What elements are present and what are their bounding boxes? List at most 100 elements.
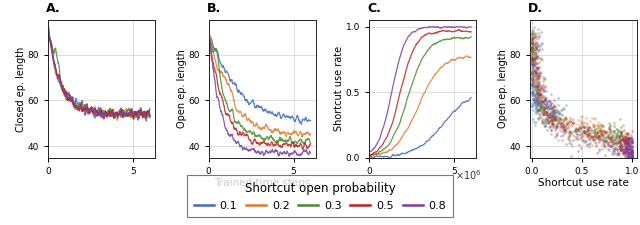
Point <box>605 145 616 149</box>
Point <box>593 137 603 141</box>
Point <box>533 90 543 94</box>
Point <box>561 131 572 134</box>
Point <box>623 141 633 144</box>
Point <box>621 151 632 155</box>
Point <box>622 139 632 142</box>
Point <box>530 97 540 101</box>
Point <box>615 140 625 144</box>
Point <box>595 135 605 139</box>
Point <box>596 138 607 142</box>
Point <box>577 139 587 142</box>
Point <box>538 112 548 116</box>
Point <box>588 135 598 139</box>
Point <box>540 124 550 128</box>
Point <box>623 147 634 151</box>
Point <box>601 139 611 143</box>
Point <box>596 132 606 136</box>
Point <box>568 117 579 121</box>
Point <box>546 106 556 109</box>
Point <box>591 142 602 146</box>
Point <box>527 51 537 54</box>
Point <box>627 156 637 160</box>
Point <box>543 104 554 108</box>
Point <box>578 120 588 123</box>
Point <box>600 140 611 143</box>
Point <box>552 119 562 122</box>
Point <box>618 159 628 162</box>
Point <box>585 136 595 140</box>
Point <box>529 74 539 77</box>
Point <box>544 115 554 119</box>
Point <box>535 104 545 108</box>
Point <box>531 84 541 88</box>
Point <box>583 134 593 137</box>
Point <box>591 136 602 139</box>
Point <box>529 44 539 47</box>
Point <box>550 115 560 119</box>
Point <box>540 106 550 109</box>
Point <box>529 59 540 63</box>
Point <box>533 27 543 30</box>
Point <box>602 134 612 137</box>
Point <box>531 108 541 112</box>
Point <box>627 154 637 158</box>
Point <box>533 91 543 95</box>
Point <box>590 134 600 138</box>
Point <box>586 136 596 140</box>
Point <box>527 90 537 94</box>
Point <box>611 137 621 141</box>
Point <box>621 146 632 150</box>
Point <box>592 136 602 139</box>
Point <box>527 46 537 50</box>
Point <box>627 155 637 159</box>
Point <box>563 137 573 140</box>
Point <box>557 113 567 117</box>
Point <box>618 134 628 138</box>
Point <box>538 83 548 87</box>
Point <box>593 129 603 133</box>
Point <box>536 86 547 90</box>
Point <box>602 138 612 142</box>
Text: B.: B. <box>207 2 221 15</box>
Point <box>623 147 633 151</box>
Point <box>542 113 552 116</box>
Point <box>545 108 555 111</box>
Point <box>604 128 614 131</box>
Point <box>536 110 546 114</box>
Point <box>622 160 632 164</box>
Point <box>602 135 612 139</box>
Point <box>533 65 543 69</box>
Point <box>528 97 538 100</box>
Point <box>609 124 620 128</box>
Point <box>550 114 560 117</box>
Point <box>529 84 540 87</box>
Point <box>573 127 584 130</box>
Point <box>531 42 541 45</box>
Point <box>604 135 614 139</box>
Point <box>527 82 537 86</box>
Point <box>605 131 615 134</box>
Point <box>625 143 635 146</box>
Point <box>614 134 625 137</box>
Point <box>531 88 541 92</box>
Point <box>608 135 618 138</box>
Point <box>527 51 537 55</box>
Point <box>604 136 614 139</box>
Point <box>614 133 624 136</box>
Point <box>593 123 603 127</box>
Point <box>549 119 559 122</box>
Point <box>529 58 539 61</box>
Point <box>546 116 556 119</box>
Point <box>623 158 633 162</box>
Point <box>553 96 563 99</box>
Point <box>600 140 610 143</box>
Point <box>619 128 629 132</box>
Point <box>536 103 547 106</box>
Point <box>530 72 540 76</box>
Point <box>550 114 560 117</box>
Point <box>595 129 605 133</box>
Point <box>532 77 542 81</box>
Point <box>609 121 619 125</box>
Point <box>540 97 550 101</box>
Point <box>616 146 626 149</box>
